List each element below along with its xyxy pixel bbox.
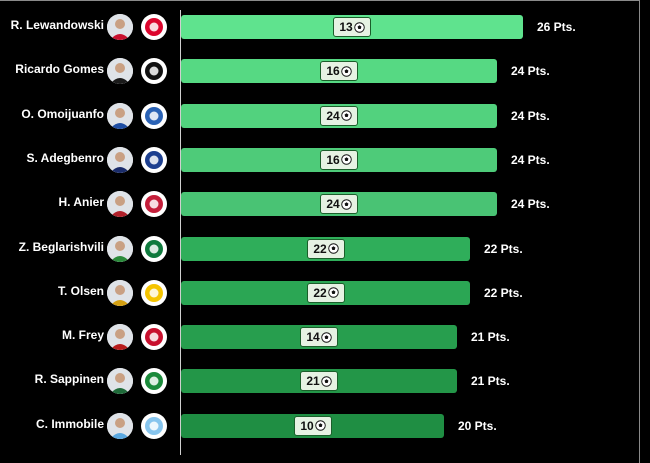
goals-value-label: 10 (300, 418, 314, 433)
points-value-label: 22 Pts. (484, 285, 523, 300)
points-value-label: 24 Pts. (511, 108, 550, 123)
points-value-label: 20 Pts. (458, 418, 497, 433)
club-crest-icon (141, 191, 167, 218)
goals-badge: 16 (320, 61, 358, 82)
player-avatar (107, 279, 133, 306)
goals-value-label: 24 (326, 108, 340, 123)
chart-axis-line (180, 10, 181, 455)
points-bar: 16 (181, 147, 497, 172)
goals-badge: 24 (320, 194, 358, 215)
football-icon (320, 331, 332, 343)
player-avatar (107, 14, 133, 40)
points-bar: 24 (181, 103, 497, 128)
player-avatar (107, 102, 133, 129)
points-value-label: 24 Pts. (511, 152, 550, 167)
chart-row: R. Lewandowski 13 26 Pts. (0, 8, 650, 52)
goals-badge: 10 (294, 415, 332, 436)
points-bar: 21 (181, 369, 457, 394)
goals-value-label: 14 (306, 330, 320, 345)
club-crest-icon (141, 324, 167, 351)
football-icon (327, 287, 339, 299)
points-bar: 13 (181, 15, 523, 39)
points-bar: 10 (181, 413, 444, 438)
goals-badge: 22 (307, 238, 345, 259)
player-name-label: O. Omoijuanfo (21, 106, 104, 121)
club-crest-icon (141, 102, 167, 129)
football-icon (340, 110, 352, 121)
chart-row: H. Anier 24 24 Pts. (0, 185, 650, 229)
club-crest-icon (141, 14, 167, 40)
goals-value-label: 16 (326, 64, 340, 79)
points-bar: 24 (181, 192, 497, 217)
club-crest-icon (141, 368, 167, 395)
points-value-label: 22 Pts. (484, 241, 523, 256)
chart-row: Ricardo Gomes 16 24 Pts. (0, 52, 650, 96)
club-crest-icon (141, 146, 167, 173)
club-crest-icon (141, 58, 167, 85)
player-avatar (107, 146, 133, 173)
points-value-label: 26 Pts. (537, 20, 576, 34)
player-name-label: Z. Beglarishvili (18, 239, 104, 254)
goals-badge: 21 (300, 371, 338, 392)
goals-value-label: 16 (326, 152, 340, 167)
points-value-label: 24 Pts. (511, 197, 550, 212)
player-name-label: C. Immobile (35, 416, 104, 431)
points-bar: 22 (181, 236, 470, 261)
chart-row: C. Immobile 10 20 Pts. (0, 407, 650, 451)
player-name-label: M. Frey (61, 328, 104, 343)
goals-badge: 22 (307, 282, 345, 303)
football-icon (340, 66, 352, 77)
points-bar: 22 (181, 280, 470, 305)
player-avatar (107, 412, 133, 439)
club-crest-icon (141, 412, 167, 439)
football-icon (340, 198, 352, 210)
football-icon (327, 243, 339, 254)
points-value-label: 21 Pts. (471, 330, 510, 345)
player-name-label: R. Lewandowski (10, 18, 104, 32)
player-name-label: R. Sappinen (34, 372, 104, 387)
football-icon (353, 21, 365, 33)
player-avatar (107, 58, 133, 85)
goals-badge: 16 (320, 149, 358, 170)
football-icon (320, 376, 332, 387)
player-name-label: S. Adegbenro (26, 150, 104, 165)
frame-right-border (639, 0, 640, 463)
player-name-label: Ricardo Gomes (15, 62, 104, 77)
points-value-label: 24 Pts. (511, 64, 550, 79)
frame-top-border (0, 0, 640, 1)
goals-value-label: 22 (313, 285, 327, 300)
goals-value-label: 22 (313, 241, 327, 256)
club-crest-icon (141, 279, 167, 306)
chart-row: O. Omoijuanfo 24 24 Pts. (0, 97, 650, 141)
player-avatar (107, 191, 133, 218)
football-icon (340, 154, 352, 166)
goals-badge: 24 (320, 105, 358, 126)
chart-row: Z. Beglarishvili 22 22 Pts. (0, 230, 650, 274)
goals-value-label: 13 (339, 20, 353, 34)
chart-row: S. Adegbenro 16 24 Pts. (0, 141, 650, 185)
goals-value-label: 21 (306, 374, 320, 389)
points-bar: 16 (181, 59, 497, 84)
goals-value-label: 24 (326, 197, 340, 212)
player-avatar (107, 235, 133, 262)
chart-row: T. Olsen 22 22 Pts. (0, 274, 650, 318)
chart-row: R. Sappinen 21 21 Pts. (0, 362, 650, 406)
points-value-label: 21 Pts. (471, 374, 510, 389)
chart-row: M. Frey 14 21 Pts. (0, 318, 650, 362)
player-name-label: T. Olsen (57, 283, 104, 298)
football-icon (314, 420, 326, 431)
player-avatar (107, 368, 133, 395)
goals-badge: 13 (333, 17, 371, 37)
player-name-label: H. Anier (58, 195, 104, 210)
club-crest-icon (141, 235, 167, 262)
goals-badge: 14 (300, 327, 338, 348)
points-bar: 14 (181, 325, 457, 350)
player-avatar (107, 324, 133, 351)
